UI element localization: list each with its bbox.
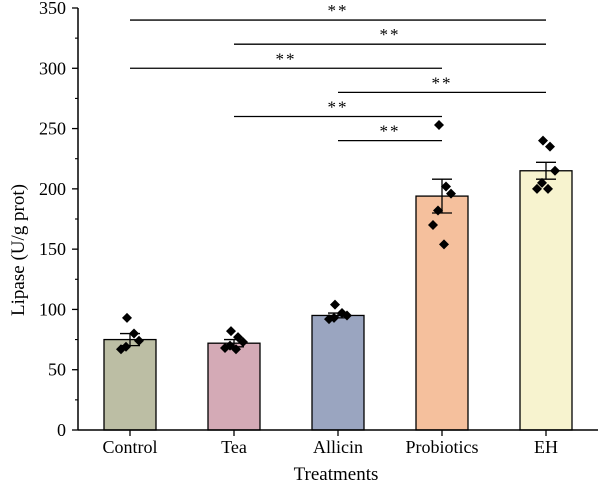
y-tick-label: 100	[39, 299, 66, 319]
data-point	[428, 220, 438, 231]
data-point	[220, 343, 230, 354]
data-point	[543, 183, 553, 194]
significance-label: **	[276, 49, 297, 68]
x-tick-label: Probiotics	[405, 437, 478, 457]
x-tick-label: EH	[534, 437, 558, 457]
bar-tea	[207, 342, 261, 431]
significance-label: **	[432, 73, 453, 92]
data-point	[545, 141, 555, 152]
data-point	[441, 181, 451, 192]
y-tick-label: 350	[39, 0, 66, 18]
error-bar-eh	[536, 161, 556, 180]
y-tick-label: 200	[39, 179, 66, 199]
x-axis-title: Treatments	[294, 464, 379, 483]
points-layer	[116, 119, 560, 355]
bar-eh	[519, 170, 573, 431]
data-point	[342, 310, 352, 321]
data-point	[330, 299, 340, 310]
axes-layer: 0 50 100 150 200 250 300 350 Control Tea Allicin Pr…	[39, 0, 598, 457]
significance-layer: ** ** ** ** ** **	[130, 1, 546, 142]
significance-label: **	[328, 1, 349, 20]
significance-label: **	[328, 98, 349, 117]
bar-control	[103, 338, 157, 431]
data-point	[433, 205, 443, 216]
data-point	[550, 165, 560, 176]
data-point	[324, 314, 334, 325]
data-point	[446, 188, 456, 199]
x-tick-label: Allicin	[313, 437, 363, 457]
y-axis-title: Lipase (U/g prot)	[8, 184, 29, 316]
data-point	[434, 119, 444, 130]
x-tick-label: Control	[102, 437, 157, 457]
y-tick-label: 300	[39, 58, 66, 78]
bars-layer	[103, 170, 573, 431]
data-point	[538, 135, 548, 146]
data-point	[238, 336, 248, 347]
x-tick-label: Tea	[221, 437, 247, 457]
bar-allicin	[311, 314, 365, 431]
significance-label: **	[380, 122, 401, 141]
data-point	[129, 328, 139, 339]
significance-label: **	[380, 25, 401, 44]
data-point	[532, 183, 542, 194]
data-point	[231, 344, 241, 355]
data-point	[226, 326, 236, 337]
data-point	[537, 177, 547, 188]
bar-probiotics	[415, 195, 469, 431]
data-point	[122, 312, 132, 323]
data-point	[116, 344, 126, 355]
y-tick-label: 150	[39, 239, 66, 259]
y-tick-label: 0	[57, 420, 66, 440]
data-point	[134, 335, 144, 346]
data-point	[439, 239, 449, 250]
error-bar-probiotics	[432, 178, 452, 214]
y-tick-label: 50	[48, 360, 66, 380]
y-tick-label: 250	[39, 119, 66, 139]
